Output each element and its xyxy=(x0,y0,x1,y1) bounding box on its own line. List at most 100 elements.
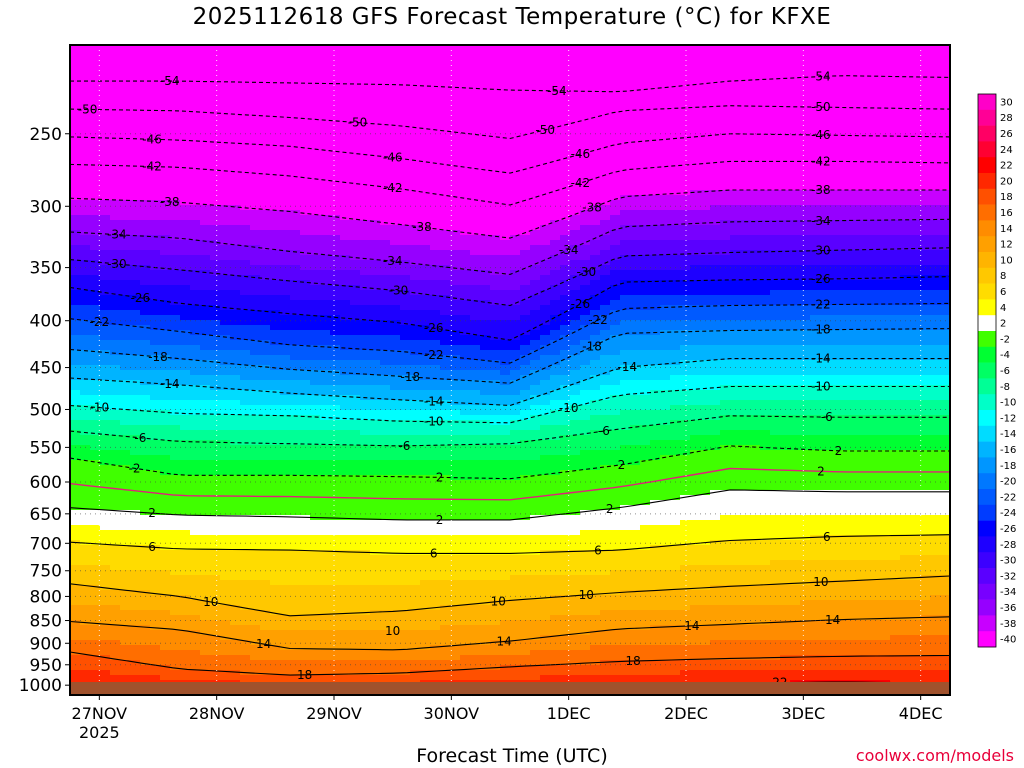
field-cell xyxy=(290,590,301,596)
field-cell xyxy=(270,540,281,546)
field-cell xyxy=(70,520,81,526)
field-cell xyxy=(230,440,241,446)
field-cell xyxy=(210,610,221,616)
field-cell xyxy=(140,545,151,551)
field-cell xyxy=(230,595,241,601)
field-cell xyxy=(240,485,251,491)
field-cell xyxy=(220,665,231,671)
field-cell xyxy=(200,170,211,176)
field-cell xyxy=(340,545,351,551)
field-cell xyxy=(370,400,381,406)
field-cell xyxy=(370,415,381,421)
field-cell xyxy=(270,425,281,431)
field-cell xyxy=(130,450,141,456)
field-cell xyxy=(320,200,331,206)
field-cell xyxy=(310,300,321,306)
field-cell xyxy=(100,515,111,521)
field-cell xyxy=(180,500,191,506)
field-cell xyxy=(190,405,201,411)
field-cell xyxy=(290,425,301,431)
field-cell xyxy=(260,380,271,386)
field-cell xyxy=(280,140,291,146)
field-cell xyxy=(240,320,251,326)
field-cell xyxy=(130,470,141,476)
field-cell xyxy=(380,205,391,211)
field-cell xyxy=(220,95,231,101)
field-cell xyxy=(380,485,391,491)
field-cell xyxy=(250,320,261,326)
field-cell xyxy=(290,420,301,426)
field-cell xyxy=(410,480,421,486)
field-cell xyxy=(230,350,241,356)
field-cell xyxy=(290,520,301,526)
field-cell xyxy=(360,505,371,511)
field-cell xyxy=(360,320,371,326)
field-cell xyxy=(410,670,421,676)
field-cell xyxy=(170,250,181,256)
field-cell xyxy=(80,370,91,376)
field-cell xyxy=(130,580,141,586)
field-cell xyxy=(430,130,441,136)
field-cell xyxy=(390,90,401,96)
field-cell xyxy=(440,420,451,426)
field-cell xyxy=(420,455,431,461)
field-cell xyxy=(130,245,141,251)
field-cell xyxy=(350,545,361,551)
field-cell xyxy=(100,535,111,541)
field-cell xyxy=(430,105,441,111)
field-cell xyxy=(120,585,131,591)
field-cell xyxy=(260,345,271,351)
field-cell xyxy=(110,310,121,316)
field-cell xyxy=(400,500,411,506)
field-cell xyxy=(70,100,81,106)
field-cell xyxy=(110,410,121,416)
field-cell xyxy=(90,105,101,111)
field-cell xyxy=(400,165,411,171)
field-cell xyxy=(230,80,241,86)
field-cell xyxy=(270,195,281,201)
field-cell xyxy=(340,105,351,111)
field-cell xyxy=(180,210,191,216)
field-cell xyxy=(230,550,241,556)
field-cell xyxy=(70,490,81,496)
field-cell xyxy=(270,285,281,291)
field-cell xyxy=(350,520,361,526)
field-cell xyxy=(100,120,111,126)
field-cell xyxy=(130,80,141,86)
field-cell xyxy=(90,55,101,61)
field-cell xyxy=(170,510,181,516)
field-cell xyxy=(420,55,431,61)
field-cell xyxy=(380,360,391,366)
field-cell xyxy=(240,260,251,266)
field-cell xyxy=(100,665,111,671)
field-cell xyxy=(270,670,281,676)
field-cell xyxy=(160,440,171,446)
field-cell xyxy=(290,350,301,356)
field-cell xyxy=(350,305,361,311)
field-cell xyxy=(440,45,451,51)
field-cell xyxy=(360,110,371,116)
field-cell xyxy=(120,110,131,116)
field-cell xyxy=(110,470,121,476)
field-cell xyxy=(360,430,371,436)
field-cell xyxy=(110,560,121,566)
field-cell xyxy=(160,465,171,471)
field-cell xyxy=(400,545,411,551)
field-cell xyxy=(300,600,311,606)
field-cell xyxy=(270,530,281,536)
field-cell xyxy=(80,655,91,661)
field-cell xyxy=(400,285,411,291)
field-cell xyxy=(280,305,291,311)
field-cell xyxy=(330,415,341,421)
field-cell xyxy=(140,470,151,476)
field-cell xyxy=(230,130,241,136)
field-cell xyxy=(260,620,271,626)
field-cell xyxy=(180,515,191,521)
field-cell xyxy=(250,280,261,286)
field-cell xyxy=(240,410,251,416)
field-cell xyxy=(330,435,341,441)
field-cell xyxy=(130,670,141,676)
field-cell xyxy=(360,385,371,391)
field-cell xyxy=(100,545,111,551)
field-cell xyxy=(440,560,451,566)
